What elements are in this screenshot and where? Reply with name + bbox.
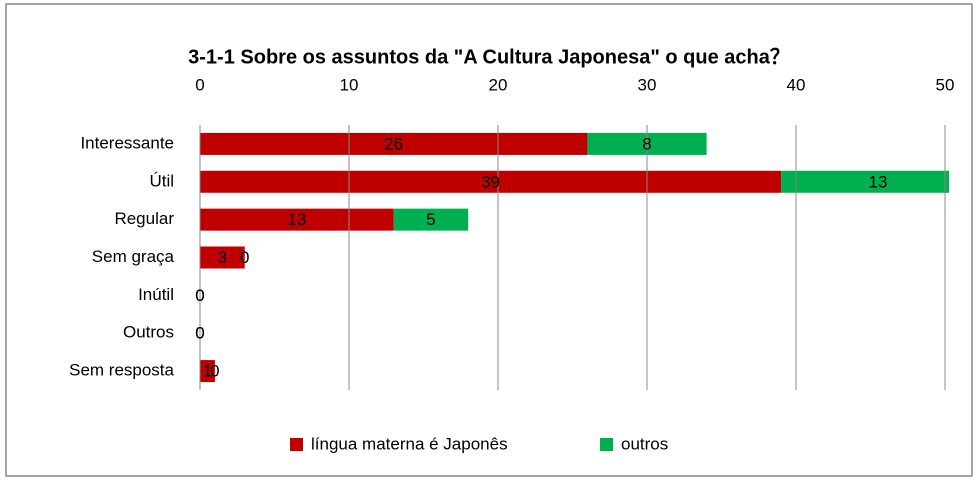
data-label: 1 xyxy=(203,362,212,381)
data-label: 13 xyxy=(287,210,306,229)
chart-border xyxy=(5,3,973,477)
y-tick-label: Inútil xyxy=(138,285,174,304)
x-tick-label: 50 xyxy=(936,75,955,94)
data-label: 5 xyxy=(426,210,435,229)
data-label: 3 xyxy=(218,248,227,267)
bar xyxy=(200,170,782,193)
data-label: 8 xyxy=(642,134,651,153)
y-tick-label: Outros xyxy=(123,323,174,342)
x-tick-label: 10 xyxy=(340,75,359,94)
y-tick-label: Regular xyxy=(114,209,174,228)
y-tick-label: Interessante xyxy=(80,133,174,152)
data-label: 39 xyxy=(481,172,500,191)
x-tick-label: 40 xyxy=(787,75,806,94)
bar xyxy=(781,170,949,193)
chart-title: 3-1-1 Sobre os assuntos da "A Cultura Ja… xyxy=(188,46,790,68)
bar xyxy=(200,360,215,383)
y-tick-label: Sem resposta xyxy=(69,361,174,380)
bar xyxy=(200,132,588,155)
data-label: 0 xyxy=(195,286,204,305)
data-label: 0 xyxy=(210,362,219,381)
x-tick-label: 0 xyxy=(195,75,204,94)
data-label: 26 xyxy=(384,134,403,153)
bar xyxy=(200,208,394,231)
data-label: 0 xyxy=(195,286,204,305)
x-tick-label: 30 xyxy=(638,75,657,94)
data-label: 0 xyxy=(195,324,204,343)
bar xyxy=(200,246,245,269)
y-tick-label: Útil xyxy=(149,171,174,190)
legend-label: outros xyxy=(621,434,668,453)
legend-label: língua materna é Japonês xyxy=(311,434,508,453)
y-tick-label: Sem graça xyxy=(92,247,175,266)
bar xyxy=(393,208,469,231)
legend-swatch xyxy=(600,438,613,451)
plot-area xyxy=(200,132,949,383)
data-label: 0 xyxy=(195,324,204,343)
legend-swatch xyxy=(290,438,303,451)
data-label: 13 xyxy=(868,172,887,191)
data-label: 0 xyxy=(240,248,249,267)
x-tick-label: 20 xyxy=(489,75,508,94)
